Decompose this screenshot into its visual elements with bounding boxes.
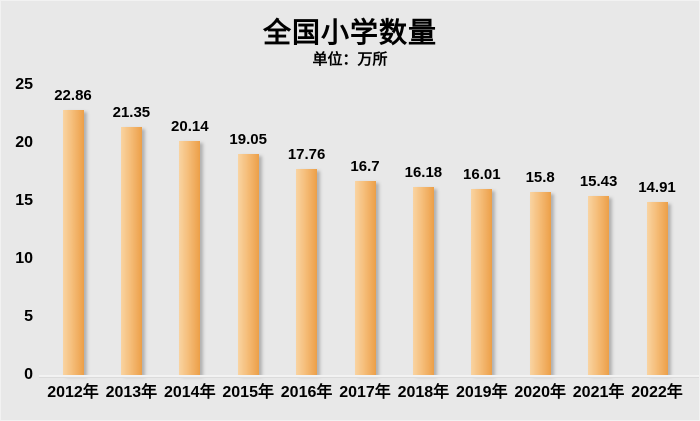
y-tick-label: 20 (15, 134, 33, 151)
bar-value-label: 21.35 (112, 104, 151, 122)
x-tick-label: 2019年 (455, 384, 508, 401)
bar (179, 141, 201, 375)
bar (588, 196, 610, 375)
chart-title: 全国小学数量 (262, 17, 437, 48)
bar-value-label: 15.8 (525, 168, 555, 186)
bar-value-label: 16.18 (404, 164, 443, 182)
bar-value-label: 14.91 (638, 179, 676, 197)
y-tick-label: 10 (15, 250, 33, 267)
bar (237, 154, 259, 375)
bar-value-label: 17.76 (287, 145, 326, 163)
x-tick-label: 2021年 (572, 384, 625, 401)
bar (62, 109, 84, 375)
bar-value-label: 16.7 (350, 158, 380, 176)
bar (354, 181, 376, 375)
bar (529, 191, 551, 375)
bar (471, 189, 493, 375)
x-tick-label: 2020年 (514, 384, 566, 401)
bar (296, 168, 318, 375)
bar (120, 127, 142, 375)
x-tick-label: 2016年 (280, 384, 333, 401)
y-tick-label: 25 (15, 76, 33, 93)
x-tick-label: 2017年 (339, 384, 391, 401)
bar-value-label: 19.05 (229, 131, 267, 149)
bar (646, 202, 668, 375)
chart-subtitle: 单位：万所 (312, 51, 388, 68)
bar-value-label: 15.43 (579, 173, 618, 190)
bar (412, 187, 434, 375)
y-tick-label: 15 (15, 192, 33, 209)
bar-value-label: 22.86 (54, 86, 92, 104)
bar-value-label: 20.14 (171, 118, 209, 136)
x-tick-label: 2015年 (222, 384, 274, 401)
x-tick-label: 2014年 (163, 384, 216, 401)
y-tick-label: 5 (24, 308, 33, 325)
x-tick-label: 2022年 (631, 384, 683, 401)
x-tick-label: 2012年 (47, 384, 99, 401)
x-axis-line (39, 375, 699, 378)
y-tick-label: 0 (24, 366, 33, 383)
bar-value-label: 16.01 (463, 166, 501, 184)
x-tick-label: 2013年 (105, 384, 158, 401)
x-tick-label: 2018年 (397, 384, 450, 401)
